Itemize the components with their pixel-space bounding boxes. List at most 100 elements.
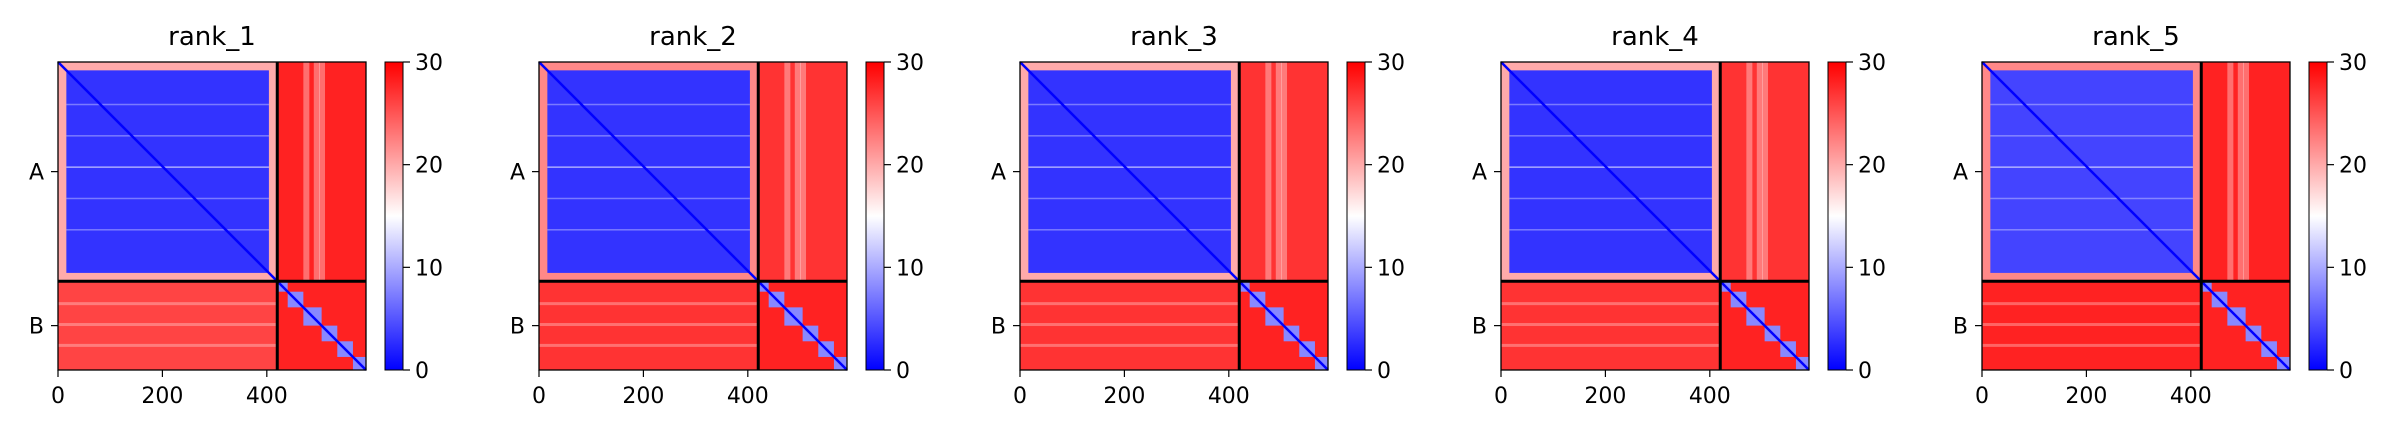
diagonal-line: [1500, 61, 1810, 371]
texture-streak: [547, 103, 750, 106]
texture-streak: [1746, 62, 1753, 282]
texture-streak: [539, 343, 759, 347]
x-tick-label: 400: [1689, 384, 1731, 409]
texture-streak: [58, 343, 278, 347]
heatmap-panel-5: rank_5 0 200 400 A B 0 10 20 30: [1953, 22, 2367, 409]
texture-streak: [1990, 166, 2193, 168]
plot-frame: [1981, 61, 2291, 371]
y-tick-label: B: [1953, 315, 1968, 340]
colorbar: 0 10 20 30: [2308, 51, 2367, 384]
texture-streak: [1020, 343, 1240, 347]
diagonal-line: [1019, 61, 1329, 371]
texture-streak: [1020, 323, 1240, 327]
diagonal-line: [538, 61, 848, 371]
texture-streak: [1020, 302, 1240, 306]
x-tick-label: 400: [727, 384, 769, 409]
x-tick-label: 0: [1013, 384, 1027, 409]
block-b-a: [58, 281, 278, 370]
texture-streak: [539, 323, 759, 327]
texture-streak: [1509, 135, 1712, 137]
colorbar-gradient: [1827, 61, 1847, 371]
colorbar: 0 10 20 30: [1827, 51, 1886, 384]
texture-streak: [547, 166, 750, 168]
texture-streak: [66, 166, 269, 168]
x-tick-label: 200: [141, 384, 183, 409]
texture-streak: [800, 62, 807, 282]
colorbar-tick-label: 20: [896, 154, 924, 179]
texture-streak: [1762, 62, 1769, 282]
heatmap-panel-2: rank_2 0 200 400 A B 0 10 20 30: [510, 22, 924, 409]
panel-title: rank_5: [2092, 22, 2180, 52]
colorbar-tick-label: 10: [1377, 256, 1405, 281]
colorbar-tick-label: 10: [1858, 256, 1886, 281]
texture-streak: [58, 323, 278, 327]
y-tick-label: B: [29, 315, 44, 340]
colorbar-gradient: [2308, 61, 2328, 371]
plot-frame: [1019, 61, 1329, 371]
texture-streak: [1028, 103, 1231, 106]
diagonal-line: [1981, 61, 2291, 371]
colorbar-tick-label: 10: [2339, 256, 2367, 281]
x-tick-label: 200: [1584, 384, 1626, 409]
x-tick-label: 200: [622, 384, 664, 409]
colorbar-tick-label: 10: [415, 256, 443, 281]
panel-title: rank_1: [168, 22, 256, 52]
texture-streak: [547, 135, 750, 137]
colorbar-tick-label: 20: [1377, 154, 1405, 179]
panel-title: rank_2: [649, 22, 737, 52]
texture-streak: [1509, 166, 1712, 168]
x-tick-label: 200: [2065, 384, 2107, 409]
colorbar-gradient: [384, 61, 404, 371]
colorbar-gradient: [865, 61, 885, 371]
plot-frame: [57, 61, 367, 371]
texture-streak: [547, 229, 750, 231]
block-b-a: [1501, 281, 1721, 370]
texture-streak: [1990, 135, 2193, 137]
texture-streak: [66, 229, 269, 231]
colorbar-tick-label: 30: [1377, 51, 1405, 76]
texture-streak: [784, 62, 791, 282]
texture-streak: [794, 62, 801, 282]
y-tick-label: B: [510, 315, 525, 340]
colorbar-tick-label: 30: [896, 51, 924, 76]
texture-streak: [1509, 229, 1712, 231]
texture-streak: [1990, 197, 2193, 200]
block-b-a: [1982, 281, 2202, 370]
texture-streak: [303, 62, 310, 282]
colorbar: 0 10 20 30: [384, 51, 443, 384]
y-tick-label: A: [991, 161, 1006, 186]
texture-streak: [1501, 323, 1721, 327]
texture-streak: [2227, 62, 2234, 282]
block-a-b: [758, 62, 847, 282]
block-b-a: [1020, 281, 1240, 370]
colorbar-tick-label: 30: [415, 51, 443, 76]
texture-streak: [1028, 166, 1231, 168]
colorbar: 0 10 20 30: [1346, 51, 1405, 384]
texture-streak: [1501, 302, 1721, 306]
texture-streak: [1509, 166, 1712, 168]
x-tick-label: 400: [246, 384, 288, 409]
colorbar-tick-label: 20: [415, 154, 443, 179]
texture-streak: [66, 166, 269, 168]
texture-streak: [1982, 323, 2202, 327]
x-tick-label: 0: [51, 384, 65, 409]
texture-streak: [66, 135, 269, 137]
y-tick-label: A: [1472, 161, 1487, 186]
colorbar-tick-label: 0: [415, 359, 429, 384]
block-a-b: [1720, 62, 1809, 282]
x-tick-label: 400: [2170, 384, 2212, 409]
texture-streak: [539, 302, 759, 306]
texture-streak: [1982, 343, 2202, 347]
texture-streak: [313, 62, 320, 282]
block-a-b: [277, 62, 366, 282]
heatmap-panel-4: rank_4 0 200 400 A B 0 10 20 30: [1472, 22, 1886, 409]
y-tick-label: B: [991, 315, 1006, 340]
texture-streak: [2237, 62, 2244, 282]
colorbar-tick-label: 10: [896, 256, 924, 281]
texture-streak: [1028, 135, 1231, 137]
texture-streak: [1028, 166, 1231, 168]
texture-streak: [547, 197, 750, 200]
colorbar-gradient: [1346, 61, 1366, 371]
texture-streak: [1990, 103, 2193, 106]
texture-streak: [1756, 62, 1763, 282]
